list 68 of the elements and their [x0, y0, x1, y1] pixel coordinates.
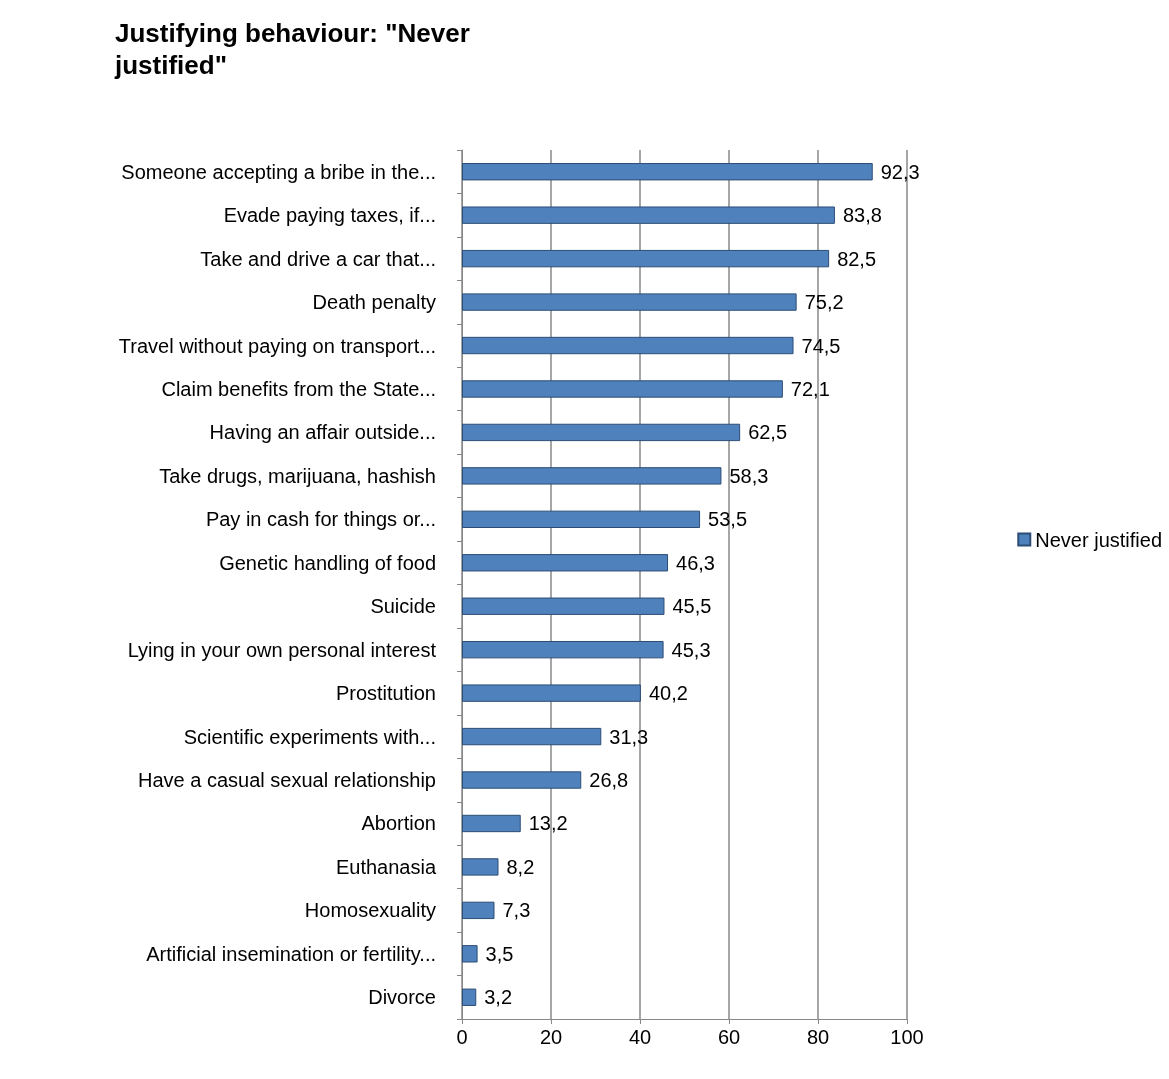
y-tick-label: Abortion [361, 812, 436, 835]
bar [462, 684, 641, 702]
bar [462, 467, 722, 485]
y-tick-label: Scientific experiments with... [183, 725, 436, 748]
bar [462, 640, 664, 659]
data-label: 13,2 [528, 812, 568, 835]
bar [462, 945, 478, 963]
y-tick-label: Homosexuality [304, 899, 436, 922]
bar [462, 814, 521, 833]
bar [462, 423, 741, 442]
y-tick-label: Someone accepting a bribe in the... [121, 160, 436, 183]
x-tick-label: 100 [890, 1026, 924, 1048]
y-tick-label: Evade paying taxes, if... [223, 204, 436, 227]
data-label: 3,2 [484, 986, 513, 1009]
x-tick-label: 0 [456, 1026, 468, 1048]
y-tick-label: Euthanasia [335, 855, 437, 878]
bar [462, 163, 873, 181]
data-label: 53,5 [708, 508, 748, 531]
x-tick-label: 60 [717, 1026, 741, 1048]
bar [462, 597, 665, 615]
y-tick-label: Suicide [370, 595, 436, 618]
y-tick-label: Take drugs, marijuana, hashish [159, 464, 436, 487]
bar [462, 336, 794, 355]
bar [462, 380, 783, 398]
y-tick-label: Claim benefits from the State... [161, 377, 436, 400]
bar [462, 554, 669, 572]
bar [462, 901, 495, 920]
bar [462, 727, 602, 746]
bar [462, 858, 499, 876]
x-tick-label: 40 [628, 1026, 652, 1048]
data-label: 45,5 [672, 595, 712, 618]
data-label: 83,8 [842, 204, 882, 227]
data-label: 8,2 [506, 855, 535, 878]
data-label: 72,1 [790, 377, 830, 400]
bar [462, 988, 477, 1006]
y-tick-label: Have a casual sexual relationship [138, 769, 436, 792]
y-tick-label: Genetic handling of food [219, 551, 436, 574]
data-label: 26,8 [589, 769, 629, 792]
chart-title: Justifying behaviour: "Never justified" [114, 18, 477, 80]
data-label: 46,3 [676, 551, 715, 574]
legend-label: Never justified [1035, 528, 1162, 551]
y-tick-label: Divorce [368, 986, 436, 1009]
x-tick-label: 80 [806, 1026, 830, 1048]
y-tick-label: Take and drive a car that... [200, 247, 436, 270]
data-label: 40,2 [648, 682, 688, 705]
data-label: 45,3 [671, 638, 711, 661]
data-label: 3,5 [485, 942, 514, 965]
data-label: 58,3 [729, 464, 769, 487]
bar [462, 510, 701, 529]
data-label: 75,2 [804, 291, 844, 314]
data-label: 82,5 [837, 247, 877, 270]
data-label: 31,3 [609, 725, 649, 748]
y-tick-label: Death penalty [312, 291, 436, 314]
y-tick-label: Having an affair outside... [209, 421, 436, 444]
data-label: 7,3 [502, 899, 531, 922]
data-label: 62,5 [748, 421, 788, 444]
data-label: 74,5 [801, 334, 841, 357]
y-tick-label: Prostitution [335, 682, 436, 705]
bar [462, 206, 835, 224]
y-tick-label: Travel without paying on transport... [118, 334, 436, 357]
y-tick-label: Pay in cash for things or... [205, 508, 436, 531]
y-tick-label: Artificial insemination or fertility... [146, 942, 436, 965]
x-tick-label: 20 [539, 1026, 563, 1048]
bar [462, 249, 830, 268]
bar [462, 771, 582, 789]
y-tick-label: Lying in your own personal interest [127, 638, 437, 661]
bar [462, 293, 797, 311]
data-label: 92,3 [880, 160, 920, 183]
